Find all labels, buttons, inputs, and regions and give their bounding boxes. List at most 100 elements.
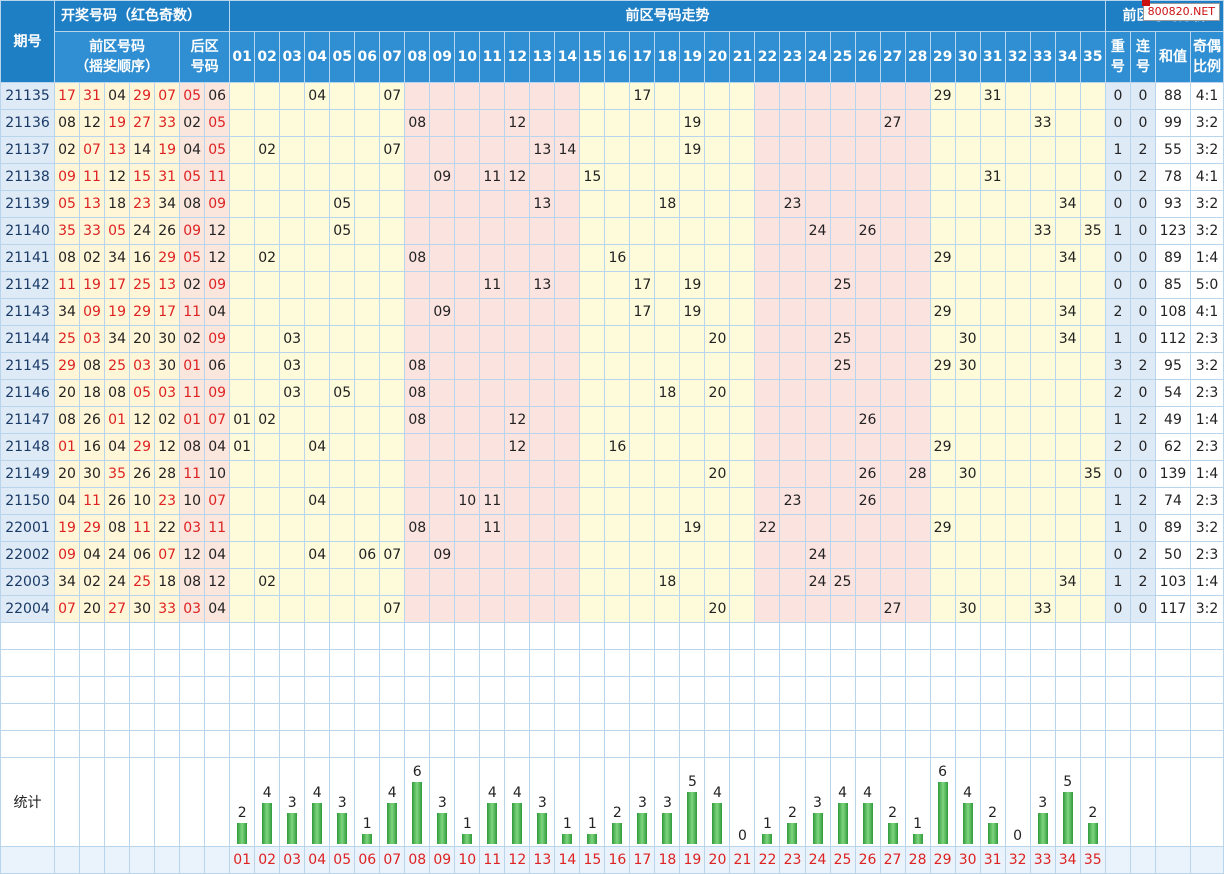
trend-cell: 33 [1029, 595, 1056, 623]
empty-cell [1004, 622, 1031, 650]
trend-cell [804, 406, 831, 434]
trend-cell [554, 595, 581, 623]
front-number-cell: 18 [104, 190, 131, 218]
trend-cell [979, 595, 1006, 623]
trend-cell [254, 190, 281, 218]
trend-cell: 12 [504, 109, 531, 137]
stat-count-label: 2 [988, 805, 998, 821]
trend-cell [354, 595, 381, 623]
front-number-cell: 34 [54, 298, 81, 326]
analysis-repeat-cell: 1 [1104, 514, 1131, 542]
analysis-ratio-cell: 4:1 [1189, 82, 1224, 110]
empty-cell [754, 676, 781, 704]
empty-cell [854, 730, 881, 758]
stat-bar [537, 813, 548, 844]
trend-cell [879, 514, 906, 542]
trend-cell [1029, 541, 1056, 569]
trend-cell [404, 568, 431, 596]
table-row: 21143 34 09 19 29 17 11 04 09 17 19 29 34 2 0 108 4:1 [0, 298, 1224, 326]
front-number-cell: 12 [129, 406, 156, 434]
stat-bar-cell: 3 [279, 757, 306, 847]
trend-cell [479, 298, 506, 326]
trend-cell [779, 244, 806, 272]
trend-cell [604, 487, 631, 515]
trend-cell [454, 163, 481, 191]
trend-cell: 04 [304, 82, 331, 110]
analysis-sum-cell: 50 [1154, 541, 1191, 569]
trend-cell [1079, 190, 1106, 218]
trend-cell [654, 82, 681, 110]
empty-cell [729, 649, 756, 677]
front-number-cell: 11 [129, 514, 156, 542]
empty-cell [504, 676, 531, 704]
trend-cell [304, 109, 331, 137]
stats-empty-cell [1189, 757, 1224, 847]
analysis-ratio-cell: 2:3 [1189, 487, 1224, 515]
stat-bar-cell: 1 [454, 757, 481, 847]
analysis-sum-cell: 95 [1154, 352, 1191, 380]
front-number-cell: 26 [129, 460, 156, 488]
stat-count-label: 4 [838, 785, 847, 801]
trend-cell [704, 109, 731, 137]
trend-cell [229, 541, 256, 569]
empty-cell [579, 676, 606, 704]
trend-cell [654, 433, 681, 461]
trend-cell [1004, 109, 1031, 137]
trend-cell [904, 82, 931, 110]
footer-empty-cell [179, 846, 206, 874]
trend-cell [854, 136, 881, 164]
front-number-cell: 24 [104, 568, 131, 596]
trend-cell [529, 163, 556, 191]
empty-row [0, 703, 1224, 731]
period-cell: 21135 [0, 82, 56, 110]
trend-cell [429, 271, 456, 299]
trend-cell [279, 568, 306, 596]
footer-number-cell: 32 [1004, 846, 1031, 874]
trend-cell [1054, 460, 1081, 488]
empty-cell [1154, 676, 1191, 704]
trend-cell [904, 244, 931, 272]
stat-count-label: 2 [237, 805, 247, 821]
number-col-header: 32 [1004, 31, 1031, 83]
empty-cell [1154, 730, 1191, 758]
empty-cell [704, 703, 731, 731]
trend-cell [754, 82, 781, 110]
empty-cell [1154, 649, 1191, 677]
period-header: 期号 [0, 0, 56, 83]
stat-count-label: 4 [963, 785, 973, 801]
trend-cell [329, 163, 356, 191]
trend-cell [1004, 271, 1031, 299]
analysis-sum-cell: 93 [1154, 190, 1191, 218]
trend-cell [329, 109, 356, 137]
analysis-col-label-2: 号 [1135, 59, 1150, 75]
stat-bar [637, 813, 648, 844]
front-number-cell: 07 [154, 82, 181, 110]
front-number-cell: 34 [104, 325, 131, 353]
front-number-cell: 27 [129, 109, 156, 137]
trend-cell [904, 406, 931, 434]
trend-cell [604, 352, 631, 380]
trend-cell [279, 406, 306, 434]
empty-cell [129, 703, 156, 731]
back-number-cell: 10 [179, 487, 206, 515]
empty-cell [504, 649, 531, 677]
front-number-cell: 24 [104, 541, 131, 569]
front-number-cell: 20 [129, 325, 156, 353]
analysis-sum-cell: 112 [1154, 325, 1191, 353]
trend-cell: 27 [879, 595, 906, 623]
trend-cell [354, 109, 381, 137]
trend-cell [1079, 595, 1106, 623]
back-number-cell: 08 [179, 190, 206, 218]
footer-number-row: 01 02 03 04 05 06 07 08 09 10 11 12 13 14 15 16 17 18 19 20… [0, 846, 1224, 874]
trend-cell [829, 109, 856, 137]
empty-cell [929, 676, 956, 704]
analysis-ratio-cell: 3:2 [1189, 352, 1224, 380]
trend-cell [804, 325, 831, 353]
empty-row [0, 676, 1224, 704]
trend-cell: 04 [304, 487, 331, 515]
trend-cell [679, 487, 706, 515]
trend-cell [779, 136, 806, 164]
front-number-cell: 29 [129, 298, 156, 326]
back-number-cell: 10 [204, 460, 231, 488]
analysis-repeat-cell: 0 [1104, 460, 1131, 488]
